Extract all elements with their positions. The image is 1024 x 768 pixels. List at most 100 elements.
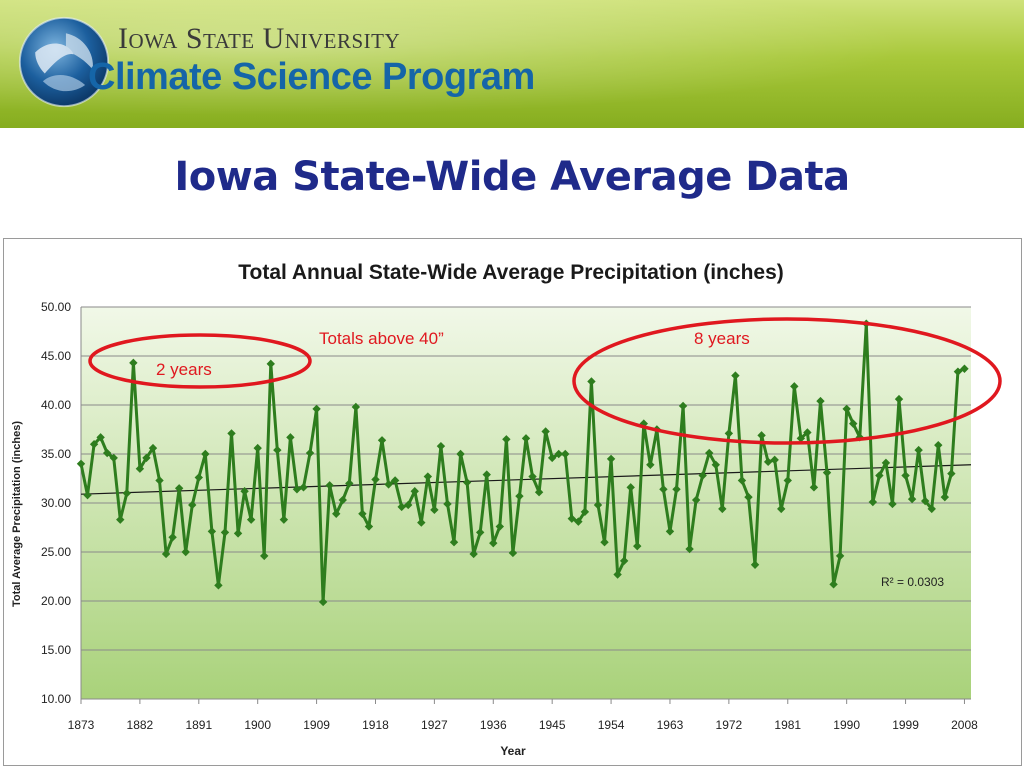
data-point (443, 499, 452, 509)
data-point (417, 518, 426, 527)
data-point (907, 494, 917, 504)
data-point (698, 471, 707, 480)
x-tick-label: 1945 (539, 718, 566, 732)
y-tick-label: 50.00 (41, 300, 71, 314)
x-tick-label: 2008 (951, 718, 978, 732)
data-point (475, 528, 485, 537)
program-name: Climate Science Program (88, 56, 535, 98)
data-point (404, 500, 413, 510)
data-point (358, 509, 367, 518)
y-tick-label: 45.00 (41, 349, 71, 363)
x-tick-label: 1972 (716, 718, 743, 732)
data-point (188, 500, 197, 510)
data-point (462, 478, 472, 487)
data-point (273, 445, 282, 455)
data-point (122, 489, 132, 498)
data-point (816, 396, 825, 406)
data-point (587, 377, 596, 386)
x-tick-label: 1990 (833, 718, 860, 732)
data-point (181, 547, 190, 557)
x-tick-label: 1981 (774, 718, 801, 732)
data-point (423, 472, 433, 481)
data-point (364, 522, 374, 531)
x-tick-label: 1927 (421, 718, 448, 732)
x-tick-label: 1891 (185, 718, 212, 732)
data-point (914, 445, 923, 455)
data-point (521, 434, 531, 443)
data-point (718, 504, 727, 514)
data-point (345, 479, 354, 488)
data-point (325, 481, 334, 490)
data-point (606, 454, 616, 464)
data-point (770, 455, 779, 465)
data-point (737, 476, 747, 485)
data-point (822, 468, 832, 477)
data-point (849, 419, 858, 428)
data-point (135, 464, 145, 473)
data-point (953, 367, 963, 376)
eight-years-highlight-ellipse (572, 317, 1002, 445)
data-point (220, 528, 230, 537)
precipitation-chart: 10.00 15.00 20.00 25.00 30.00 35.00 40.00 45.00… (11, 261, 1002, 758)
data-point (233, 529, 243, 538)
data-point (482, 470, 491, 479)
data-point (109, 453, 118, 463)
data-point (705, 448, 714, 458)
data-point (397, 502, 406, 512)
data-point (934, 440, 943, 450)
data-point (305, 448, 315, 458)
data-point (593, 500, 603, 510)
data-point (515, 491, 524, 501)
x-tick-label: 1909 (303, 718, 330, 732)
data-point (659, 485, 668, 494)
data-point (750, 560, 760, 569)
x-axis-label: Year (500, 744, 526, 758)
data-point (502, 435, 511, 444)
data-point (390, 476, 400, 485)
precipitation-series-line (79, 322, 966, 604)
data-point (332, 509, 341, 518)
data-point (711, 460, 720, 469)
two-years-highlight-ellipse (88, 333, 312, 389)
data-point (829, 580, 838, 589)
data-point (868, 497, 878, 507)
data-point (430, 505, 439, 515)
chart-title: Total Annual State-Wide Average Precipit… (238, 261, 784, 284)
data-point (678, 401, 688, 411)
data-point (809, 483, 819, 492)
data-point (142, 453, 151, 463)
data-point (731, 371, 740, 380)
r-squared-label: R² = 0.0303 (881, 575, 944, 589)
data-point (790, 382, 799, 391)
university-name: Iowa State University (118, 22, 401, 55)
chart-frame: 10.00 15.00 20.00 25.00 30.00 35.00 40.00 45.00… (3, 238, 1022, 766)
data-point (129, 358, 138, 368)
data-point (920, 496, 930, 506)
data-point (639, 419, 648, 428)
data-point (410, 487, 419, 496)
data-point (148, 443, 158, 453)
data-point (456, 449, 465, 459)
y-tick-label: 15.00 (41, 643, 71, 657)
data-point (541, 427, 550, 436)
y-tick-label: 40.00 (41, 398, 71, 412)
data-point (371, 475, 380, 484)
data-point (960, 364, 969, 373)
data-point (947, 469, 956, 478)
x-tick-label: 1918 (362, 718, 389, 732)
data-point (318, 597, 328, 607)
data-point (201, 449, 210, 459)
data-point (757, 431, 766, 440)
data-point (102, 448, 112, 458)
data-point (626, 483, 635, 492)
data-point (528, 472, 537, 481)
data-point (724, 429, 734, 438)
data-point (174, 484, 184, 493)
x-tick-label: 1999 (892, 718, 919, 732)
data-point (76, 459, 86, 468)
data-point (580, 507, 590, 517)
data-point (384, 480, 393, 489)
data-point (691, 495, 701, 505)
data-point (796, 434, 806, 443)
x-tick-label: 1954 (598, 718, 625, 732)
